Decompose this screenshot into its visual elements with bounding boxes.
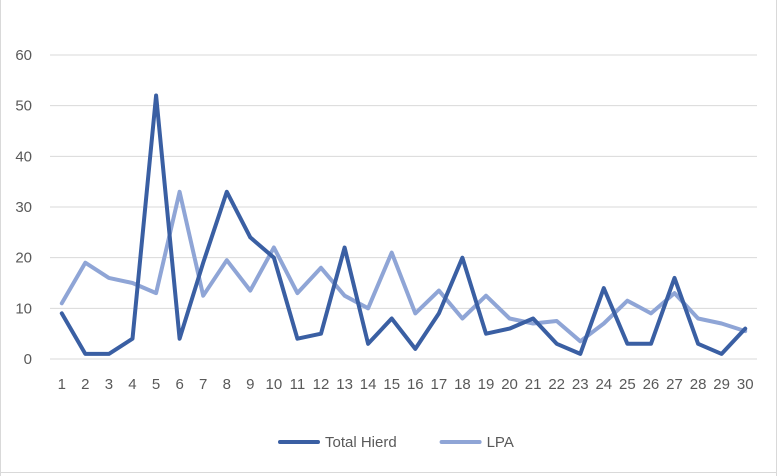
y-tick-label: 50 — [15, 98, 32, 115]
x-tick-label: 28 — [690, 376, 707, 393]
series-line-lpa — [59, 189, 748, 344]
x-tick-label: 24 — [595, 376, 612, 393]
x-axis-ticks: 1 2 3 4 5 6 7 8 9 10 11 12 13 14 15 16 17 18 19 20 21 22 23 24 2… — [58, 376, 754, 393]
frame-left-border — [0, 0, 1, 476]
series-line-total-hierd — [59, 93, 748, 356]
x-tick-label: 26 — [643, 376, 660, 393]
x-tick-label: 10 — [266, 376, 283, 393]
x-tick-label: 16 — [407, 376, 424, 393]
frame-bottom-border — [0, 472, 777, 473]
y-tick-label: 0 — [24, 351, 32, 368]
x-tick-label: 12 — [313, 376, 330, 393]
y-tick-label: 40 — [15, 148, 32, 165]
x-tick-label: 22 — [548, 376, 565, 393]
x-tick-label: 17 — [431, 376, 448, 393]
x-tick-label: 23 — [572, 376, 589, 393]
x-tick-label: 25 — [619, 376, 636, 393]
x-tick-label: 1 — [58, 376, 66, 393]
legend: Total Hierd LPA — [278, 434, 514, 451]
x-tick-label: 19 — [478, 376, 495, 393]
x-tick-label: 20 — [501, 376, 518, 393]
x-tick-label: 14 — [360, 376, 377, 393]
legend-label: Total Hierd — [325, 434, 397, 451]
legend-label: LPA — [487, 434, 514, 451]
x-tick-label: 6 — [175, 376, 183, 393]
y-axis-ticks: 0 10 20 30 40 50 60 — [15, 47, 32, 368]
x-tick-label: 27 — [666, 376, 683, 393]
x-tick-label: 15 — [383, 376, 400, 393]
x-tick-label: 21 — [525, 376, 542, 393]
x-tick-label: 3 — [105, 376, 113, 393]
x-tick-label: 13 — [336, 376, 353, 393]
y-tick-label: 30 — [15, 199, 32, 216]
y-tick-label: 10 — [15, 300, 32, 317]
x-tick-label: 7 — [199, 376, 207, 393]
x-tick-label: 5 — [152, 376, 160, 393]
x-tick-label: 2 — [81, 376, 89, 393]
x-tick-label: 9 — [246, 376, 254, 393]
x-tick-label: 18 — [454, 376, 471, 393]
y-tick-label: 60 — [15, 47, 32, 64]
series-lines — [59, 93, 748, 356]
y-tick-label: 20 — [15, 250, 32, 267]
x-tick-label: 8 — [223, 376, 231, 393]
x-tick-label: 4 — [128, 376, 136, 393]
x-tick-label: 29 — [713, 376, 730, 393]
x-tick-label: 30 — [737, 376, 754, 393]
x-tick-label: 11 — [290, 376, 306, 393]
